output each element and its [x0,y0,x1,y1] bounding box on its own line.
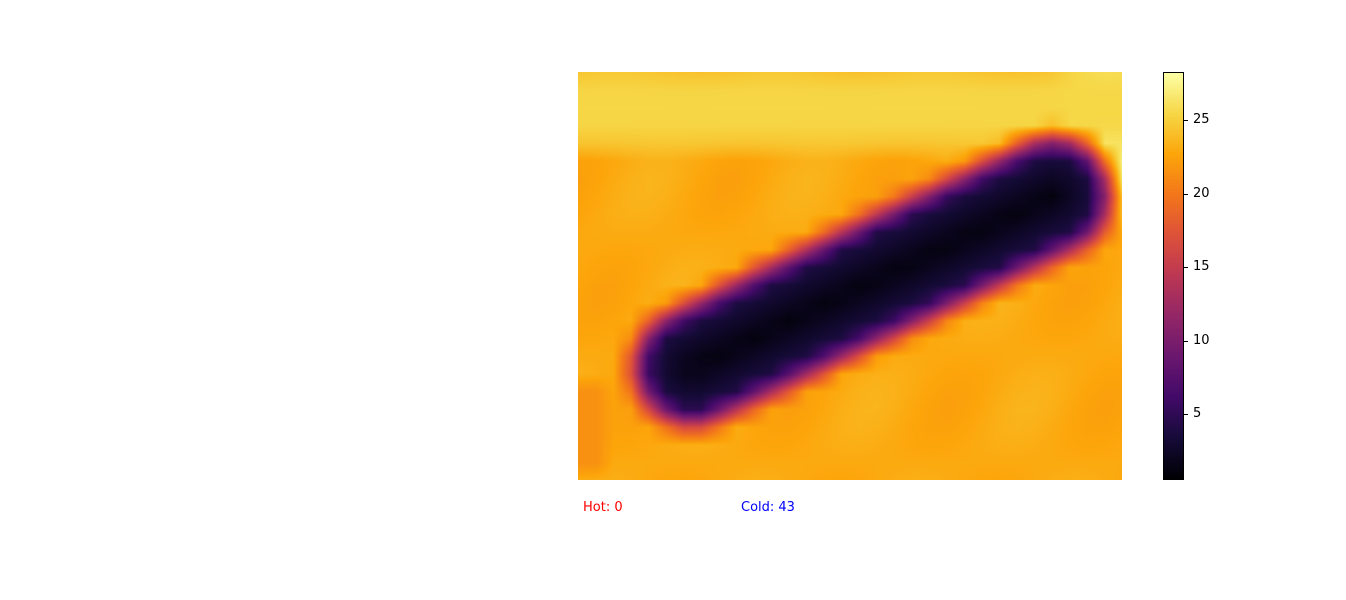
colorbar-tick-mark [1184,413,1188,415]
heatmap-canvas [578,72,1122,480]
colorbar-tick-label: 20 [1193,185,1210,201]
colorbar-gradient [1164,73,1183,479]
colorbar-tick-mark [1184,340,1188,342]
colorbar-tick-label: 25 [1193,112,1210,128]
colorbar [1163,72,1184,480]
hot-count-label: Hot: 0 [583,500,623,515]
colorbar-tick-mark [1184,267,1188,269]
colorbar-tick-label: 5 [1193,405,1202,421]
colorbar-tick-label: 15 [1193,259,1210,275]
colorbar-ticks: 5 10 15 20 25 [1184,72,1244,480]
colorbar-tick-mark [1184,120,1188,122]
colorbar-tick-label: 10 [1193,332,1210,348]
heatmap [578,72,1122,480]
cold-count-label: Cold: 43 [741,500,795,515]
colorbar-tick-mark [1184,193,1188,195]
